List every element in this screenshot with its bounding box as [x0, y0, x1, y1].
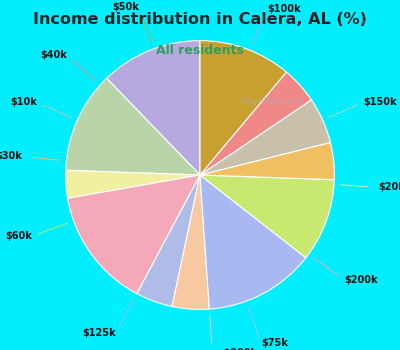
Wedge shape: [200, 72, 312, 175]
Text: $60k: $60k: [5, 231, 32, 241]
Wedge shape: [200, 41, 286, 175]
Text: $30k: $30k: [0, 151, 22, 161]
Text: All residents: All residents: [156, 44, 244, 57]
Text: $150k: $150k: [363, 97, 397, 107]
Text: Income distribution in Calera, AL (%): Income distribution in Calera, AL (%): [33, 12, 367, 27]
Text: > $200k: > $200k: [212, 348, 258, 350]
Wedge shape: [200, 175, 334, 258]
Wedge shape: [107, 41, 200, 175]
Text: $50k: $50k: [112, 2, 139, 12]
Wedge shape: [172, 175, 209, 309]
Text: $10k: $10k: [10, 97, 37, 107]
Wedge shape: [200, 100, 330, 175]
Wedge shape: [200, 142, 334, 180]
Wedge shape: [66, 170, 200, 198]
Text: $200k: $200k: [345, 275, 378, 285]
Wedge shape: [200, 175, 306, 309]
Wedge shape: [137, 175, 200, 307]
Wedge shape: [68, 175, 200, 294]
Text: $20k: $20k: [378, 182, 400, 192]
Text: $40k: $40k: [40, 50, 67, 61]
Wedge shape: [66, 78, 200, 175]
Text: $100k: $100k: [267, 4, 300, 14]
Text: City-Data.com: City-Data.com: [240, 97, 305, 106]
Text: $125k: $125k: [82, 328, 116, 338]
Text: $75k: $75k: [261, 338, 288, 348]
